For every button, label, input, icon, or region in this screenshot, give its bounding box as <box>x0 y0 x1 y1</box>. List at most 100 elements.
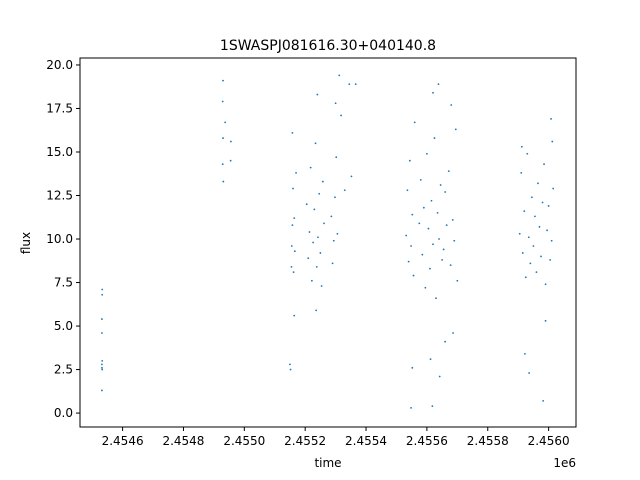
data-point <box>405 234 408 237</box>
x-tick-label: 2.4558 <box>467 434 509 448</box>
data-point <box>313 208 316 211</box>
data-point <box>526 152 529 155</box>
data-point <box>320 285 323 287</box>
data-point <box>291 224 294 226</box>
data-point <box>293 314 296 317</box>
data-point <box>439 184 442 186</box>
data-point <box>292 187 294 190</box>
data-point <box>293 217 296 220</box>
data-point <box>338 74 341 77</box>
data-point <box>445 224 448 226</box>
data-point <box>316 93 319 96</box>
plot-frame <box>79 57 577 428</box>
data-point <box>529 262 532 265</box>
data-point <box>436 212 439 214</box>
data-point <box>530 196 533 199</box>
data-point <box>441 259 444 261</box>
data-point <box>318 192 321 195</box>
data-point <box>437 83 440 86</box>
x-tick-label: 2.4548 <box>162 434 204 448</box>
data-point <box>308 231 311 233</box>
data-point <box>323 222 325 225</box>
data-point <box>334 102 337 105</box>
data-point <box>550 239 553 242</box>
y-tick-label: 12.5 <box>46 189 73 203</box>
data-point <box>521 252 524 254</box>
data-point <box>538 225 541 228</box>
y-tick-label: 20.0 <box>46 58 73 72</box>
data-point <box>438 238 440 240</box>
data-point <box>429 267 431 270</box>
data-point <box>309 166 312 169</box>
data-point <box>532 245 535 247</box>
data-point <box>343 189 346 192</box>
data-point <box>321 180 324 183</box>
data-point <box>310 279 313 282</box>
data-point <box>295 171 297 174</box>
data-point <box>520 145 523 148</box>
data-point <box>229 159 232 162</box>
data-point <box>542 399 545 402</box>
data-point <box>543 163 545 166</box>
data-point <box>340 114 342 117</box>
data-point <box>222 79 224 82</box>
data-point <box>451 218 454 221</box>
data-point <box>432 243 434 246</box>
data-point <box>456 279 459 282</box>
data-point <box>552 187 555 190</box>
data-point <box>330 215 333 218</box>
data-point <box>289 363 291 366</box>
y-tick-label: 15.0 <box>46 145 73 159</box>
data-point <box>289 368 292 371</box>
data-point <box>429 358 432 361</box>
x-axis: 2.4546 2.4548 2.4550 2.4552 2.4554 2.4556 2.45… <box>102 427 570 448</box>
data-point <box>442 248 445 251</box>
data-point <box>312 241 314 244</box>
data-point <box>290 265 293 268</box>
data-point <box>453 239 456 242</box>
data-point <box>534 215 536 218</box>
data-point <box>293 250 296 253</box>
data-point <box>551 140 554 143</box>
y-tick-label: 7.5 <box>54 276 73 290</box>
data-point <box>406 189 409 192</box>
data-point <box>413 121 416 124</box>
data-point <box>408 159 411 162</box>
data-point <box>435 297 437 300</box>
data-point <box>426 152 428 155</box>
data-point <box>422 206 425 209</box>
data-point <box>438 375 441 378</box>
data-point <box>527 236 530 239</box>
data-point <box>537 182 539 185</box>
data-point <box>336 232 339 235</box>
data-point <box>418 222 421 225</box>
data-point <box>524 276 527 279</box>
data-point <box>290 245 293 247</box>
data-point <box>520 171 523 174</box>
x-tick-label: 2.4546 <box>102 434 144 448</box>
data-point <box>444 191 447 193</box>
data-point <box>546 229 548 232</box>
data-point <box>535 271 538 273</box>
data-point <box>431 405 434 408</box>
data-point <box>222 137 224 139</box>
x-tick-label: 2.4556 <box>406 434 448 448</box>
data-point <box>424 286 427 289</box>
data-point <box>335 156 338 159</box>
data-point <box>410 245 412 247</box>
data-point <box>411 366 414 369</box>
data-point <box>449 264 452 267</box>
x-axis-title: time <box>314 456 341 470</box>
data-point <box>101 332 103 334</box>
data-points <box>101 74 555 409</box>
data-point <box>334 196 336 199</box>
data-point <box>307 257 310 260</box>
data-point <box>433 137 436 139</box>
data-point <box>454 128 457 131</box>
y-axis-title: flux <box>19 232 33 254</box>
data-point <box>319 252 322 254</box>
data-point <box>101 318 103 320</box>
data-point <box>101 389 103 392</box>
data-point <box>230 140 232 143</box>
